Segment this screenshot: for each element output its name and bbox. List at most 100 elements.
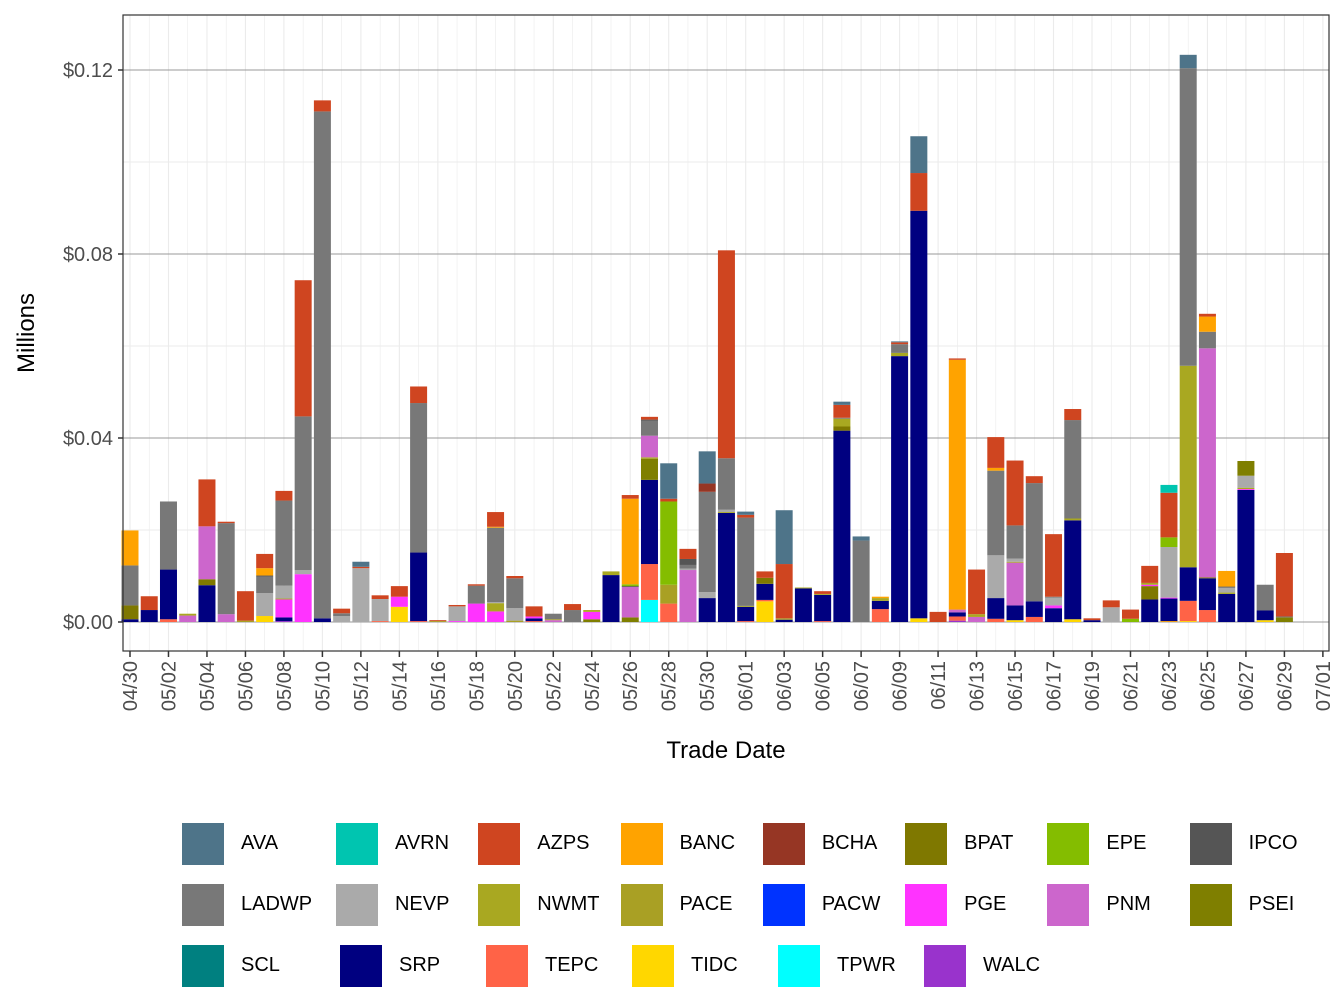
- bar-segment-tidc: [1179, 621, 1197, 622]
- bar-segment-pge: [525, 616, 543, 619]
- bar-segment-srp: [1237, 489, 1255, 622]
- bar-segment-ladwp: [698, 491, 716, 593]
- bar-segment-pnm: [217, 614, 235, 622]
- bar-stack-05-20: [506, 576, 524, 622]
- bar-stack-06-26: [1218, 570, 1236, 622]
- legend-item-walc: WALC: [924, 944, 1070, 987]
- legend-label: PACE: [679, 893, 733, 915]
- bar-stack-05-29: [679, 548, 697, 622]
- bar-segment-pnm: [1006, 562, 1024, 606]
- y-tick-label: $0.08: [63, 244, 113, 266]
- bar-segment-ladwp: [275, 500, 293, 586]
- bar-segment-nwmt: [602, 571, 620, 576]
- bar-stack-05-19: [487, 512, 505, 622]
- bar-segment-nwmt: [1006, 561, 1024, 563]
- bar-segment-ava: [737, 511, 755, 515]
- bar-segment-azps: [313, 100, 331, 112]
- bar-segment-ladwp: [1179, 68, 1197, 366]
- bar-segment-epe: [660, 501, 678, 585]
- bar-segment-azps: [1045, 534, 1063, 597]
- bar-segment-azps: [775, 564, 793, 619]
- legend-swatch: [182, 822, 224, 865]
- bar-segment-tepc: [159, 619, 177, 622]
- bar-segment-banc: [948, 359, 966, 610]
- bar-segment-srp: [198, 585, 216, 622]
- legend-row: AVA AVRN AZPS BANC BCHA BPAT EPE IPCO: [182, 813, 1332, 874]
- bar-segment-azps: [371, 595, 389, 599]
- bar-stack-06-28: [1256, 584, 1274, 622]
- bar-segment-azps: [506, 576, 524, 579]
- bar-stack-06-02: [756, 571, 774, 622]
- bar-segment-ladwp: [737, 517, 755, 606]
- bar-stack-06-12: [948, 358, 966, 622]
- bar-segment-tepc: [371, 621, 389, 622]
- bar-segment-tidc: [910, 618, 928, 622]
- bar-segment-azps: [448, 604, 466, 607]
- legend-row: LADWP NEVP NWMT PACE PACW PGE PNM PSEI: [182, 874, 1332, 935]
- bar-segment-azps: [525, 606, 543, 617]
- legend-swatch: [762, 883, 805, 926]
- bar-stack-04-30: [121, 530, 139, 622]
- x-tick-label: 06/29: [1274, 661, 1296, 711]
- bar-segment-azps: [1275, 553, 1293, 617]
- bar-segment-azps: [333, 608, 351, 614]
- bar-segment-ladwp: [1256, 584, 1274, 611]
- x-tick-label: 06/19: [1082, 661, 1104, 711]
- bar-segment-srp: [525, 618, 543, 622]
- legend-label: PACW: [821, 893, 881, 915]
- bar-segment-azps: [1025, 476, 1043, 484]
- legend-swatch: [478, 822, 521, 865]
- legend-label: AVA: [241, 832, 279, 854]
- bar-segment-srp: [871, 600, 889, 610]
- legend-item-scl: SCL: [182, 944, 340, 987]
- bar-segment-tepc: [1198, 610, 1216, 622]
- bar-segment-azps: [256, 553, 274, 569]
- bar-segment-srp: [891, 356, 909, 622]
- bar-segment-nwmt: [640, 457, 658, 459]
- x-tick-label: 07/01: [1313, 661, 1335, 711]
- bar-segment-azps: [1160, 492, 1178, 538]
- bar-segment-nevp: [294, 570, 312, 575]
- legend-item-pnm: PNM: [1047, 883, 1189, 926]
- bar-segment-srp: [814, 594, 832, 622]
- legend-swatch: [1047, 883, 1090, 926]
- bar-stack-06-04: [794, 587, 812, 622]
- bar-stack-05-15: [410, 386, 428, 622]
- bar-segment-azps: [1198, 313, 1216, 317]
- bar-segment-pge: [487, 611, 505, 622]
- bar-segment-pace: [775, 618, 793, 620]
- bar-segment-psei: [1275, 617, 1293, 622]
- bar-segment-azps: [929, 611, 947, 622]
- bar-segment-tepc: [660, 603, 678, 622]
- bar-segment-srp: [910, 210, 928, 619]
- bar-segment-ava: [1179, 54, 1197, 69]
- bar-segment-ipco: [256, 575, 274, 577]
- bar-segment-tidc: [1256, 620, 1274, 622]
- bar-segment-azps: [390, 586, 408, 597]
- legend-item-bpat: BPAT: [905, 822, 1047, 865]
- bar-segment-pge: [1045, 605, 1063, 609]
- bar-segment-srp: [1218, 593, 1236, 622]
- bar-stack-06-24: [1179, 54, 1197, 622]
- bar-segment-pnm: [1198, 348, 1216, 578]
- bar-segment-nevp: [371, 599, 389, 622]
- bar-segment-pge: [583, 611, 601, 620]
- x-tick-label: 05/16: [428, 661, 450, 711]
- bar-segment-azps: [1064, 409, 1082, 421]
- bar-segment-ava: [910, 136, 928, 174]
- bar-stack-05-03: [179, 613, 197, 622]
- legend-item-tpwr: TPWR: [778, 944, 924, 987]
- bar-segment-azps: [621, 495, 639, 499]
- bar-stack-05-31: [717, 250, 735, 622]
- bar-stack-05-30: [698, 451, 716, 622]
- bar-stack-05-24: [583, 610, 601, 622]
- bar-segment-pace: [506, 620, 524, 622]
- bar-stack-05-25: [602, 571, 620, 622]
- legend-swatch: [182, 944, 224, 987]
- bar-segment-pge: [467, 603, 485, 622]
- bar-stack-05-26: [621, 495, 639, 622]
- legend-swatch: [1189, 822, 1232, 865]
- bar-segment-nevp: [256, 593, 274, 617]
- bar-stack-05-09: [294, 280, 312, 622]
- bar-segment-tepc: [410, 621, 428, 622]
